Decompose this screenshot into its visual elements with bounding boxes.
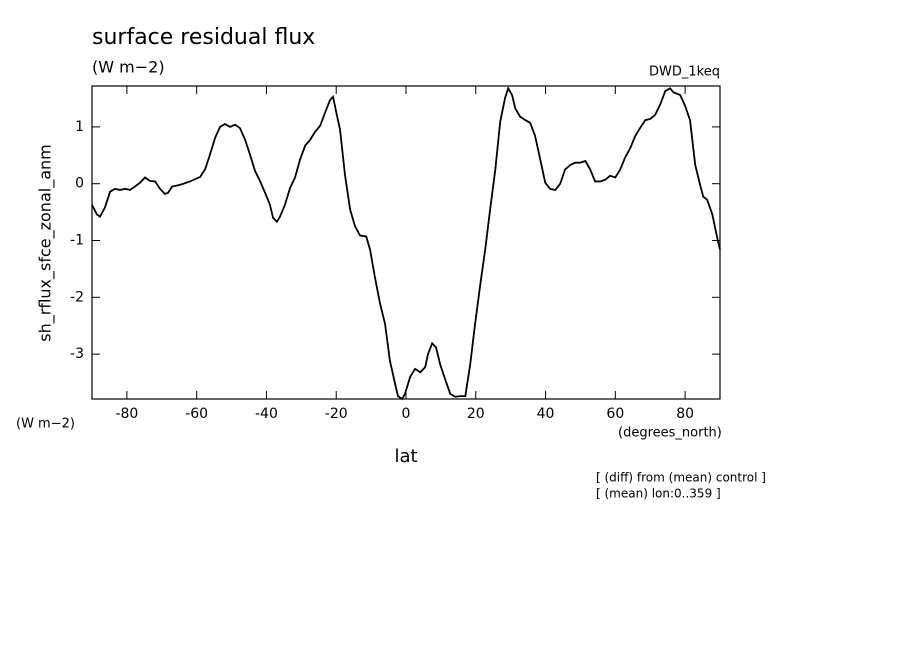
- note: [ (diff) from (mean) control ]: [596, 471, 766, 485]
- y-axis-label: sh_rflux_sfce_zonal_anm: [36, 144, 56, 341]
- x-units: (degrees_north): [618, 426, 722, 441]
- x-tick-label: -80: [115, 406, 138, 422]
- x-axis-label: lat: [394, 446, 417, 467]
- y-tick-label: -2: [70, 289, 84, 305]
- y-tick-label: 1: [75, 119, 84, 135]
- chart-title: surface residual flux: [92, 25, 315, 50]
- x-tick-label: -60: [185, 406, 208, 422]
- x-tick-label: 0: [402, 406, 411, 422]
- note: [ (mean) lon:0..359 ]: [596, 487, 721, 501]
- x-tick-label: 80: [676, 406, 694, 422]
- x-tick-label: 20: [467, 406, 485, 422]
- x-tick-label: -20: [325, 406, 348, 422]
- dataset-label: DWD_1keq: [649, 65, 720, 80]
- x-tick-label: -40: [255, 406, 278, 422]
- y-tick-label: -1: [70, 233, 84, 249]
- units: (W m−2): [92, 58, 165, 77]
- x-tick-label: 60: [606, 406, 624, 422]
- data-line: [91, 86, 721, 401]
- y-tick-label: 0: [75, 176, 84, 192]
- plot-frame: [91, 85, 721, 400]
- y-tick-label: -3: [70, 346, 84, 362]
- y-units: (W m−2): [16, 417, 75, 432]
- x-tick-label: 40: [537, 406, 555, 422]
